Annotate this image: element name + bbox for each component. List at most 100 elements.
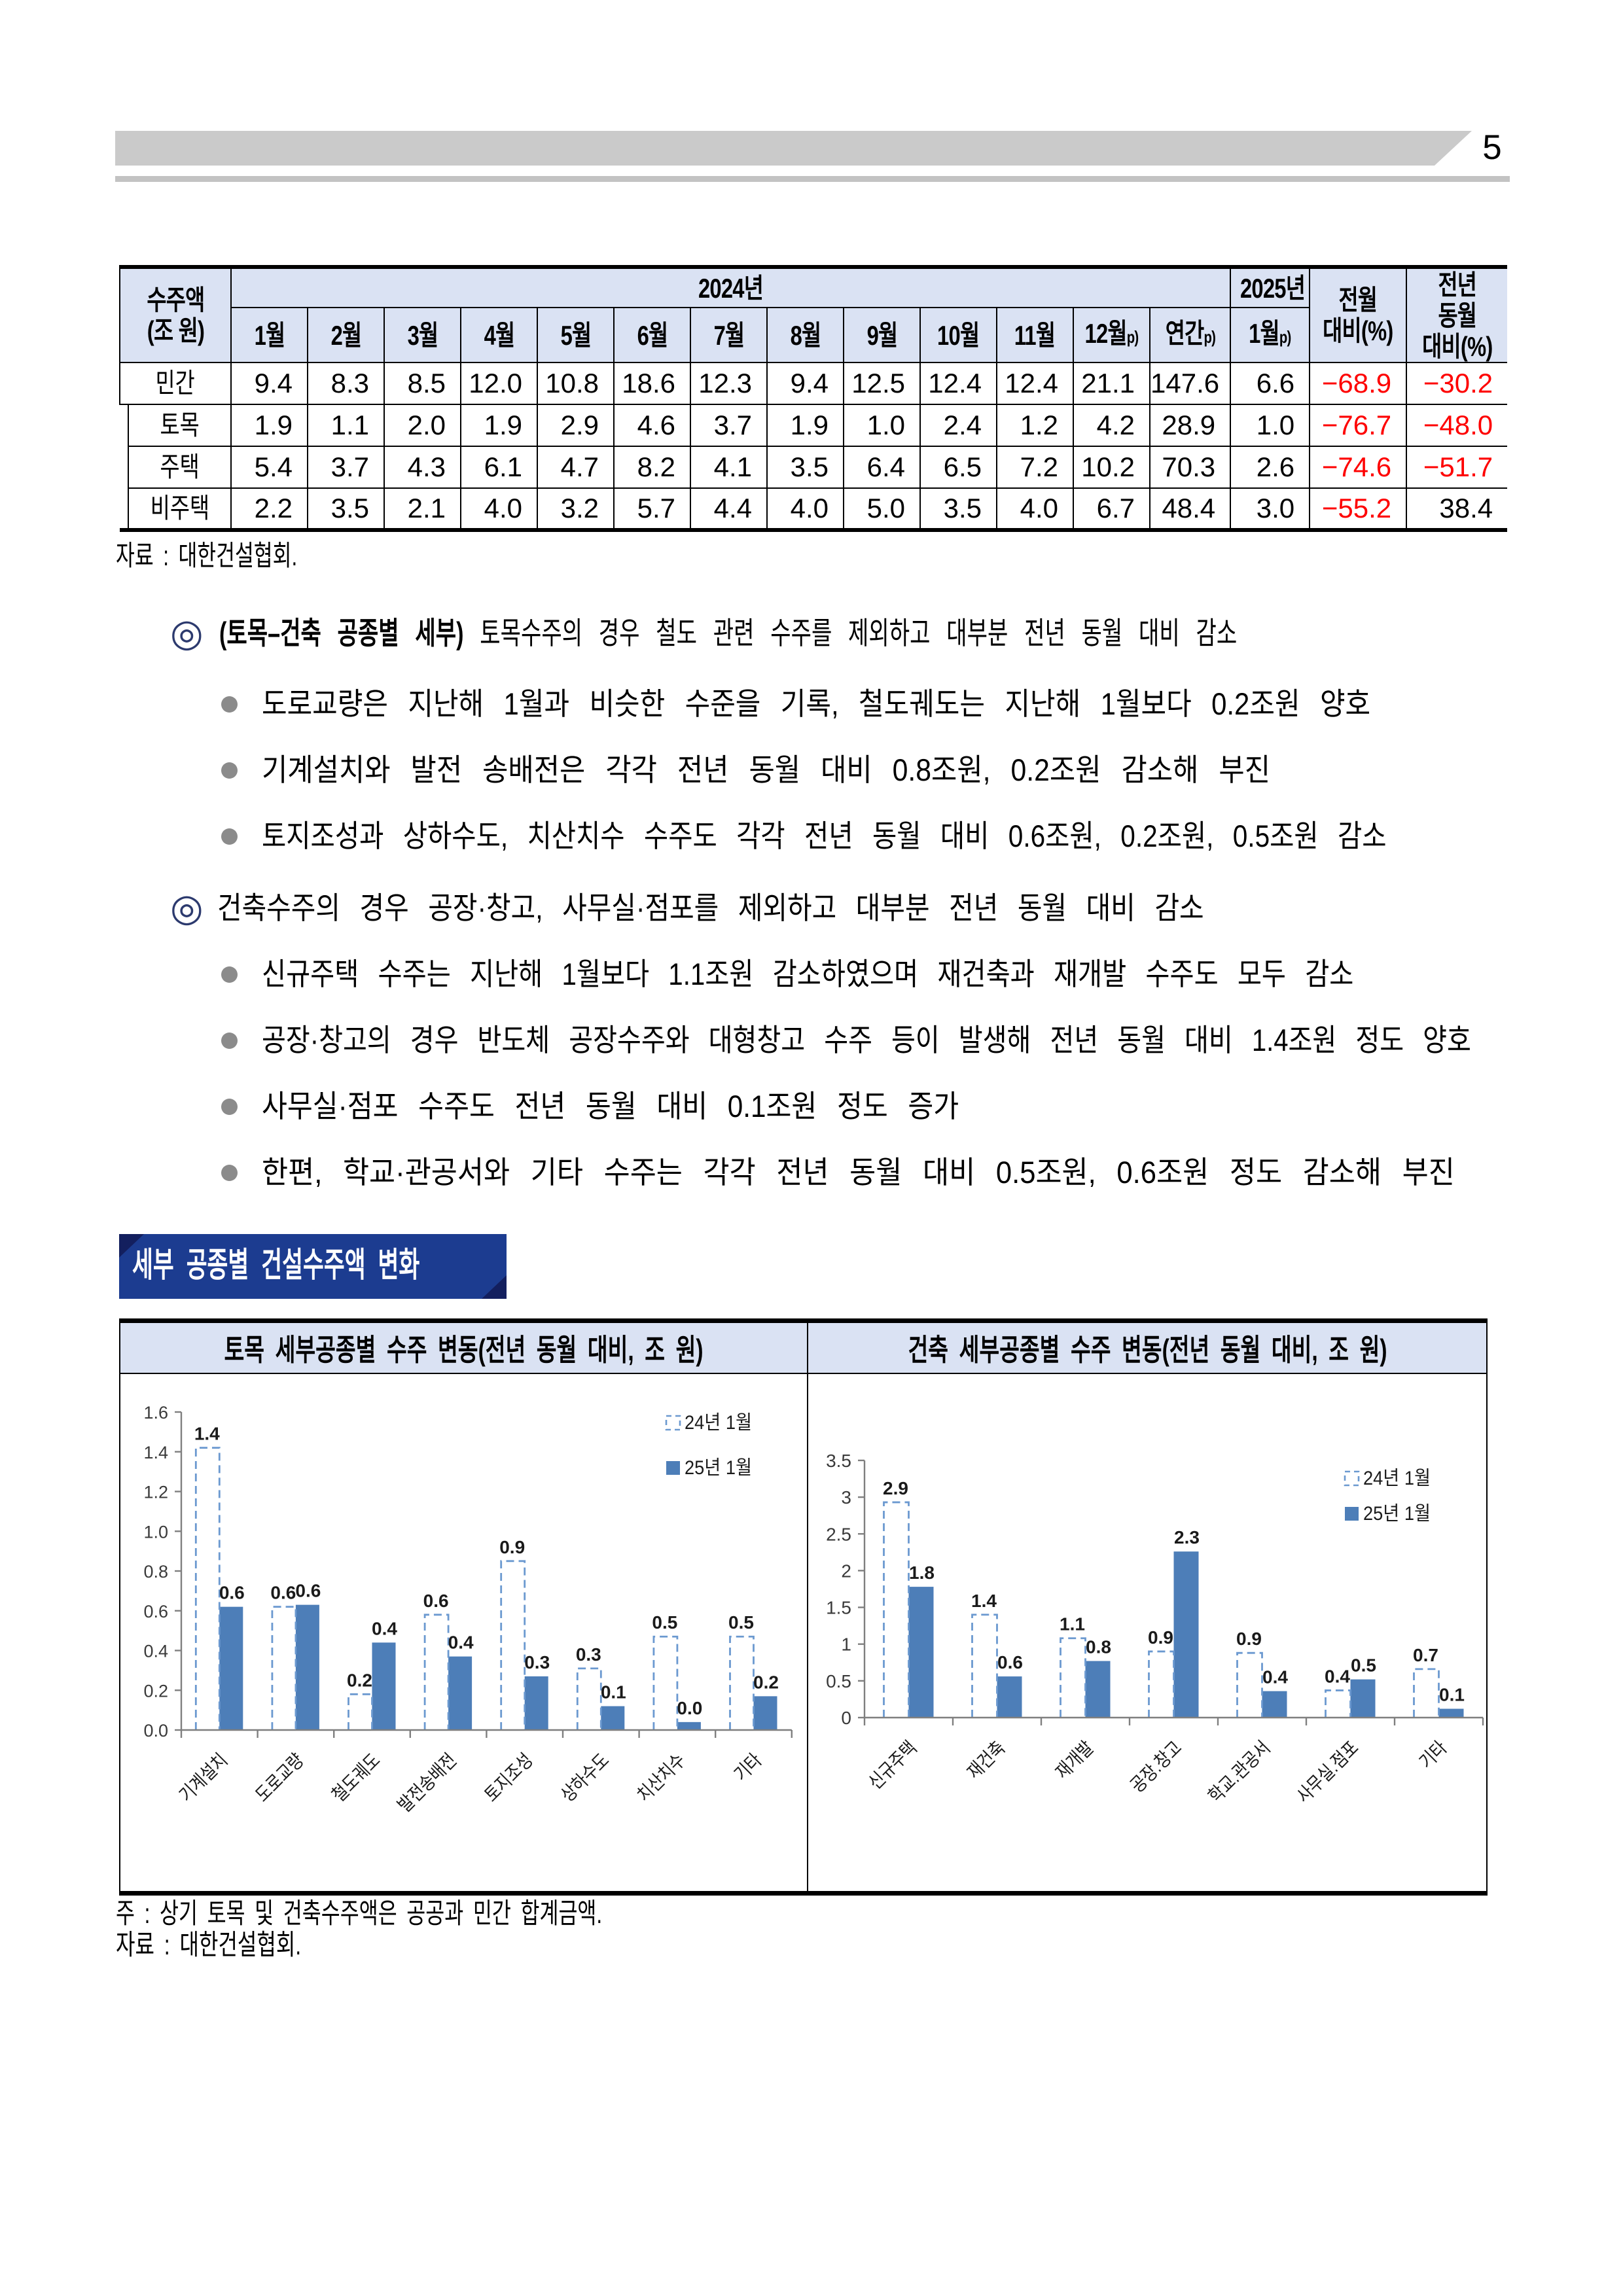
category-label: 발전송배전 <box>394 1750 461 1816</box>
table-cell: 6.1 <box>460 446 539 489</box>
month-header-text: 6월 <box>637 319 668 351</box>
bar-solid <box>601 1706 625 1730</box>
table-cell: 21.1 <box>1073 362 1151 405</box>
yoy-header-text: 전년 동월 대비(%) <box>1421 269 1493 362</box>
table-cell-jan25: 2.6 <box>1230 446 1311 489</box>
bar-solid <box>997 1676 1022 1718</box>
table-cell: 2.1 <box>383 487 462 531</box>
month-header-text: 연간p) <box>1165 317 1215 349</box>
bullet-icon <box>221 762 238 779</box>
table-cell-yoy: −51.7 <box>1406 446 1508 489</box>
category-label: 도로교량 <box>251 1750 308 1806</box>
table-cell: 5.4 <box>230 446 309 489</box>
y-tick-label: 2 <box>841 1561 851 1581</box>
table-cell: 9.4 <box>230 362 309 405</box>
legend-dashed-icon <box>1344 1470 1360 1487</box>
table-cell: 3.7 <box>690 404 768 447</box>
corner-header-text: 수주액 (조 원) <box>147 285 205 346</box>
bar-dashed <box>1148 1650 1175 1718</box>
table-cell: 48.4 <box>1149 487 1232 531</box>
bullet-line: 사무실·점포 수주도 전년 동월 대비 0.1조원 정도 증가 <box>262 1089 959 1123</box>
y-tick-label: 0 <box>841 1708 851 1728</box>
bar-dashed <box>576 1667 602 1730</box>
jan25-header-text: 1월p) <box>1249 317 1291 349</box>
page-header-rule <box>115 176 1510 182</box>
chart-title-left: 토목 세부공종별 수주 변동(전년 동월 대비, 조 원) <box>120 1323 807 1373</box>
table-month-header: 6월 <box>613 307 692 363</box>
table-month-header: 8월 <box>766 307 845 363</box>
month-header-text: 11월 <box>1014 319 1056 351</box>
value-label-25: 0.0 <box>677 1698 702 1718</box>
table-cell: 2.9 <box>537 404 615 447</box>
row-label-text: 주택 <box>160 451 200 482</box>
legend-label-24: 24년 1월 <box>1363 1468 1431 1489</box>
table-jan25-header: 1월p) <box>1230 307 1311 363</box>
section-heading: (토목–건축 공종별 세부) 토목수주의 경우 철도 관련 수주를 제외하고 대… <box>219 616 1238 650</box>
table-cell-mom: −76.7 <box>1309 404 1408 447</box>
table-cell: 7.2 <box>996 446 1075 489</box>
bullet-line: 한편, 학교·관공서와 기타 수주는 각각 전년 동월 대비 0.5조원, 0.… <box>262 1155 1455 1190</box>
page-header-bar <box>115 131 1472 166</box>
category-label: 사무실.점포 <box>1293 1737 1363 1807</box>
yoy-line3: 대비(%) <box>1421 330 1493 362</box>
table-month-header: 10월 <box>919 307 998 363</box>
table-corner-header: 수주액 (조 원) <box>118 266 232 363</box>
bar-dashed <box>271 1606 297 1730</box>
table-cell: 12.4 <box>919 362 998 405</box>
value-label-24: 1.4 <box>971 1591 997 1611</box>
bar-solid <box>295 1604 319 1730</box>
y-tick-label: 1.4 <box>143 1443 168 1462</box>
y-tick-label: 0.4 <box>143 1642 168 1661</box>
yoy-line1: 전년 <box>1438 269 1477 300</box>
bar-solid <box>1438 1708 1464 1718</box>
category-label: 토지조성 <box>480 1750 537 1806</box>
row-label: 토목 <box>127 404 232 447</box>
value-label-24: 1.4 <box>194 1424 220 1444</box>
month-header-text: 9월 <box>866 319 898 351</box>
chart-note: 주 : 상기 토목 및 건축수주액은 공공과 민간 합계금액. <box>116 1898 603 1930</box>
section-banner: 세부 공종별 건설수주액 변화 <box>119 1234 507 1299</box>
row-label-text: 비주택 <box>150 493 209 523</box>
table-cell: 1.9 <box>230 404 309 447</box>
value-label-25: 0.8 <box>1086 1637 1111 1657</box>
bar-solid <box>448 1656 473 1730</box>
legend-solid-icon <box>1345 1507 1359 1521</box>
bar-solid <box>1173 1551 1199 1718</box>
y-tick-label: 1.2 <box>143 1483 168 1502</box>
bar-solid <box>219 1606 243 1730</box>
orders-table: 수주액 (조 원) 2024년 2025년 전월 대비(%) 전년 동월 대비(%) 1… <box>118 265 1508 532</box>
table-cell: 12.3 <box>690 362 768 405</box>
category-label: 재개발 <box>1052 1737 1097 1783</box>
value-label-25: 0.4 <box>1262 1667 1288 1687</box>
table-cell: 18.6 <box>613 362 692 405</box>
table-cell: 4.6 <box>613 404 692 447</box>
bullet-icon <box>221 1099 238 1115</box>
table-month-header: 4월 <box>460 307 539 363</box>
table-cell: 6.7 <box>1073 487 1151 531</box>
table-cell-mom: −74.6 <box>1309 446 1408 489</box>
category-label: 학교.관공서 <box>1204 1737 1274 1807</box>
bullet-icon <box>221 696 238 713</box>
table-cell: 1.0 <box>843 404 921 447</box>
preliminary-sup: p) <box>1204 327 1215 347</box>
section-marker-icon: ◎ <box>170 612 204 654</box>
value-label-25: 0.6 <box>997 1652 1023 1672</box>
bullet-icon <box>221 828 238 845</box>
bar-solid <box>372 1642 396 1730</box>
table-cell: 4.0 <box>460 487 539 531</box>
mom-line1: 전월 <box>1338 285 1378 315</box>
y-tick-label: 2.5 <box>826 1524 851 1544</box>
category-label: 기타 <box>730 1750 766 1786</box>
table-source-note: 자료 : 대한건설협회. <box>116 540 298 572</box>
year-2025-text: 2025년 <box>1240 272 1306 304</box>
table-cell: 8.5 <box>383 362 462 405</box>
table-row: 비주택 2.2 3.5 2.1 4.0 3.2 5.7 4.4 4.0 5.0 3.5 4.0 6.7 4… <box>120 487 1508 531</box>
legend-label-25: 25년 1월 <box>685 1457 752 1479</box>
value-label-24: 2.9 <box>883 1478 908 1498</box>
table-cell: 70.3 <box>1149 446 1232 489</box>
category-label: 기계설치 <box>175 1750 232 1806</box>
value-label-24: 0.7 <box>1413 1645 1438 1665</box>
value-label-25: 0.2 <box>753 1672 779 1692</box>
value-label-24: 0.6 <box>423 1591 449 1611</box>
